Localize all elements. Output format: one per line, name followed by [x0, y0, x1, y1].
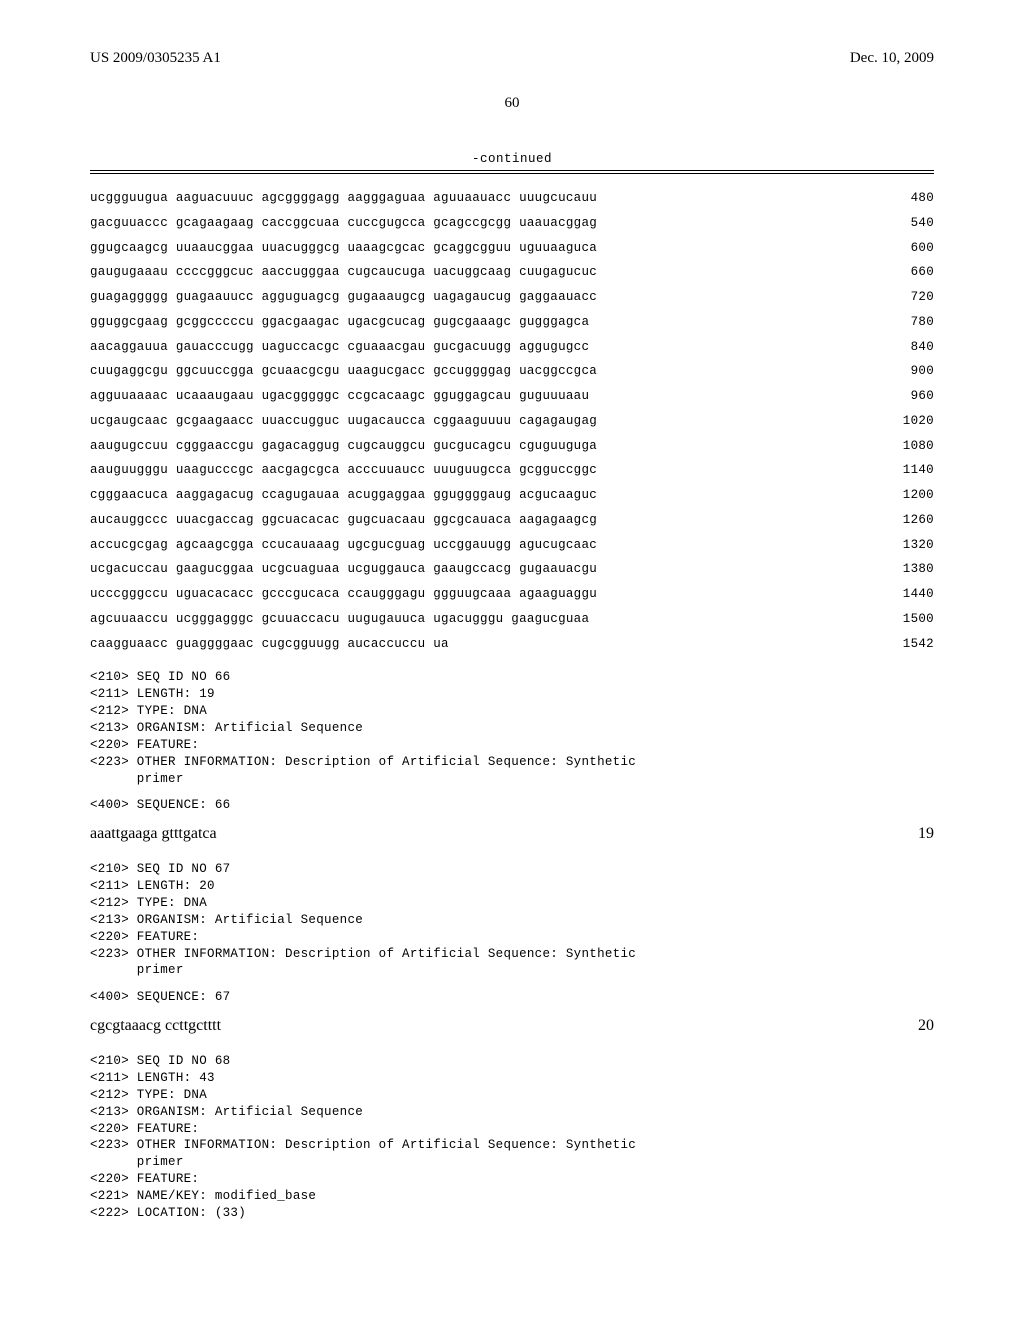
sequence-position: 1200 [850, 489, 934, 503]
sequence-row: aacaggauua gauacccugg uaguccacgc cguaaac… [90, 341, 934, 355]
sequence-row: gaugugaaau ccccgggcuc aaccugggaa cugcauc… [90, 266, 934, 280]
sequence-bases: guagaggggg guagaauucc agguguagcg gugaaau… [90, 291, 597, 305]
seq-66-sequence: aaattgaaga gtttgatca 19 [90, 825, 934, 843]
sequence-position: 900 [850, 365, 934, 379]
sequence-row: agcuuaaccu ucgggagggc gcuuaccacu uugugau… [90, 613, 934, 627]
continued-label: -continued [90, 152, 934, 166]
seq-66-label: <400> SEQUENCE: 66 [90, 799, 934, 813]
sequence-bases: ggugcaagcg uuaaucggaa uuacugggcg uaaagcg… [90, 242, 597, 256]
sequence-row: cgggaacuca aaggagacug ccagugauaa acuggag… [90, 489, 934, 503]
sequence-bases: agcuuaaccu ucgggagggc gcuuaccacu uugugau… [90, 613, 589, 627]
sequence-position: 660 [850, 266, 934, 280]
publication-number: US 2009/0305235 A1 [90, 50, 221, 67]
sequence-row: ucggguugua aaguacuuuc agcggggagg aagggag… [90, 192, 934, 206]
sequence-bases: ucgacuccau gaagucggaa ucgcuaguaa ucgugga… [90, 563, 597, 577]
sequence-bases: gguggcgaag gcggcccccu ggacgaagac ugacgcu… [90, 316, 589, 330]
sequence-bases: ucccgggccu uguacacacc gcccgucaca ccauggg… [90, 588, 597, 602]
sequence-position: 840 [850, 341, 934, 355]
sequence-position: 1260 [850, 514, 934, 528]
sequence-bases: aacaggauua gauacccugg uaguccacgc cguaaac… [90, 341, 589, 355]
sequence-row: ucgaugcaac gcgaagaacc uuaccugguc uugacau… [90, 415, 934, 429]
sequence-row: agguuaaaac ucaaaugaau ugacgggggc ccgcaca… [90, 390, 934, 404]
sequence-bases: cuugaggcgu ggcuuccgga gcuaacgcgu uaagucg… [90, 365, 597, 379]
seq-66-length: 19 [850, 825, 934, 843]
sequence-bases: ucgaugcaac gcgaagaacc uuaccugguc uugacau… [90, 415, 597, 429]
sequence-position: 960 [850, 390, 934, 404]
seq-67-bases: cgcgtaaacg ccttgctttt [90, 1017, 221, 1035]
divider-inner [90, 173, 934, 174]
sequence-row: gacguuaccc gcagaagaag caccggcuaa cuccgug… [90, 217, 934, 231]
sequence-position: 1080 [850, 440, 934, 454]
sequence-position: 1020 [850, 415, 934, 429]
seq-68-meta: <210> SEQ ID NO 68 <211> LENGTH: 43 <212… [90, 1053, 934, 1222]
seq-66-bases: aaattgaaga gtttgatca [90, 825, 217, 843]
sequence-row: gguggcgaag gcggcccccu ggacgaagac ugacgcu… [90, 316, 934, 330]
sequence-position: 1542 [850, 638, 934, 652]
sequence-bases: cgggaacuca aaggagacug ccagugauaa acuggag… [90, 489, 597, 503]
sequence-bases: aauguugggu uaagucccgc aacgagcgca acccuua… [90, 464, 597, 478]
sequence-bases: agguuaaaac ucaaaugaau ugacgggggc ccgcaca… [90, 390, 589, 404]
sequence-bases: ucggguugua aaguacuuuc agcggggagg aagggag… [90, 192, 597, 206]
sequence-row: aucauggccc uuacgaccag ggcuacacac gugcuac… [90, 514, 934, 528]
sequence-position: 1320 [850, 539, 934, 553]
seq-67-label: <400> SEQUENCE: 67 [90, 991, 934, 1005]
sequence-bases: caagguaacc guaggggaac cugcgguugg aucaccu… [90, 638, 449, 652]
seq-67-length: 20 [850, 1017, 934, 1035]
sequence-position: 720 [850, 291, 934, 305]
sequence-bases: aucauggccc uuacgaccag ggcuacacac gugcuac… [90, 514, 597, 528]
sequence-row: aaugugccuu cgggaaccgu gagacaggug cugcaug… [90, 440, 934, 454]
publication-date: Dec. 10, 2009 [850, 50, 934, 67]
sequence-listing: ucggguugua aaguacuuuc agcggggagg aagggag… [90, 192, 934, 651]
sequence-position: 600 [850, 242, 934, 256]
seq-66-meta: <210> SEQ ID NO 66 <211> LENGTH: 19 <212… [90, 669, 934, 787]
divider-top [90, 170, 934, 171]
page-number: 60 [90, 95, 934, 112]
sequence-row: cuugaggcgu ggcuuccgga gcuaacgcgu uaagucg… [90, 365, 934, 379]
sequence-row: guagaggggg guagaauucc agguguagcg gugaaau… [90, 291, 934, 305]
sequence-row: ucgacuccau gaagucggaa ucgcuaguaa ucgugga… [90, 563, 934, 577]
sequence-bases: gacguuaccc gcagaagaag caccggcuaa cuccgug… [90, 217, 597, 231]
sequence-position: 780 [850, 316, 934, 330]
sequence-position: 540 [850, 217, 934, 231]
seq-67-meta: <210> SEQ ID NO 67 <211> LENGTH: 20 <212… [90, 861, 934, 979]
sequence-bases: gaugugaaau ccccgggcuc aaccugggaa cugcauc… [90, 266, 597, 280]
seq-67-sequence: cgcgtaaacg ccttgctttt 20 [90, 1017, 934, 1035]
sequence-row: ucccgggccu uguacacacc gcccgucaca ccauggg… [90, 588, 934, 602]
sequence-row: caagguaacc guaggggaac cugcgguugg aucaccu… [90, 638, 934, 652]
sequence-row: accucgcgag agcaagcgga ccucauaaag ugcgucg… [90, 539, 934, 553]
sequence-bases: aaugugccuu cgggaaccgu gagacaggug cugcaug… [90, 440, 597, 454]
sequence-position: 1440 [850, 588, 934, 602]
sequence-position: 1500 [850, 613, 934, 627]
page-header: US 2009/0305235 A1 Dec. 10, 2009 [90, 50, 934, 67]
sequence-position: 480 [850, 192, 934, 206]
sequence-position: 1140 [850, 464, 934, 478]
sequence-row: ggugcaagcg uuaaucggaa uuacugggcg uaaagcg… [90, 242, 934, 256]
sequence-position: 1380 [850, 563, 934, 577]
sequence-row: aauguugggu uaagucccgc aacgagcgca acccuua… [90, 464, 934, 478]
sequence-bases: accucgcgag agcaagcgga ccucauaaag ugcgucg… [90, 539, 597, 553]
